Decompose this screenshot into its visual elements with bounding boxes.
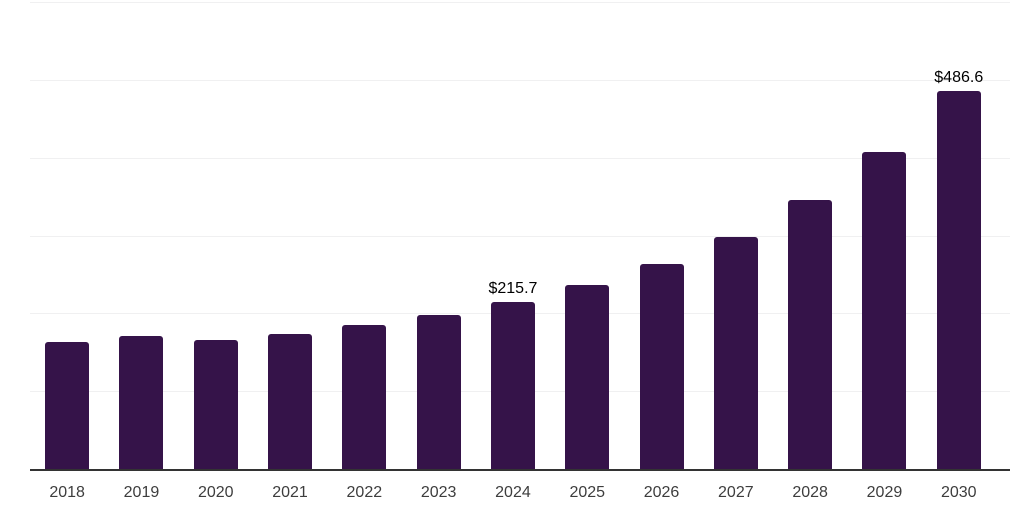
bar-column-2021 [268,0,313,470]
bar-2025 [565,284,610,470]
x-axis-label-2024: 2024 [495,484,531,501]
x-axis-tick-labels: 2018 2019 2020 2021 2022 2023 2024 2025 2026 2027… [30,483,1010,505]
bar-2020 [193,340,238,470]
data-label-2030: $486.6 [934,69,984,87]
bar-column-2019 [119,0,164,470]
bar-column-2020 [193,0,238,470]
bar-2030 [936,91,981,470]
bar-2018 [45,342,90,470]
bar-column-2022 [342,0,387,470]
bar-column-2024: $215.7 [488,0,538,470]
bar-2022 [342,325,387,470]
gridline-300 [30,235,1010,237]
bar-column-2028 [788,0,833,470]
bar-2027 [713,236,758,470]
x-axis-label-2021: 2021 [272,484,308,501]
bar-column-2030: $486.6 [934,0,984,470]
x-axis-label-2022: 2022 [346,484,383,501]
x-axis-label-2018: 2018 [49,484,85,501]
x-axis-label-2030: 2030 [940,484,977,501]
x-axis-label-2028: 2028 [792,484,828,501]
gridline-400 [30,157,1010,159]
x-axis-line [30,469,1010,471]
data-label-2024: $215.7 [488,280,538,298]
bar-2028 [788,199,833,470]
x-axis-label-2020: 2020 [197,484,234,501]
x-axis-label-2019: 2019 [123,484,160,501]
bar-2029 [862,151,907,470]
bar-column-2018 [45,0,90,470]
bar-2024 [490,302,535,470]
gridline-500 [30,79,1010,81]
x-axis-label-2025: 2025 [569,484,606,501]
bar-column-2029 [862,0,907,470]
bar-2026 [639,263,684,470]
bar-column-2023 [416,0,461,470]
x-axis-label-2027: 2027 [718,484,754,501]
x-axis-label-2029: 2029 [866,484,903,501]
bar-column-2025 [565,0,610,470]
bar-2021 [268,333,313,470]
bar-column-2027 [713,0,758,470]
bar-chart-plot-area: $215.7 $486.6 [30,0,1010,471]
gridline-600 [30,2,1010,3]
x-axis-label-2026: 2026 [643,484,680,501]
bar-2019 [119,336,164,470]
x-axis-label-2023: 2023 [420,484,457,501]
bar-column-2026 [639,0,684,470]
bar-2023 [416,315,461,470]
